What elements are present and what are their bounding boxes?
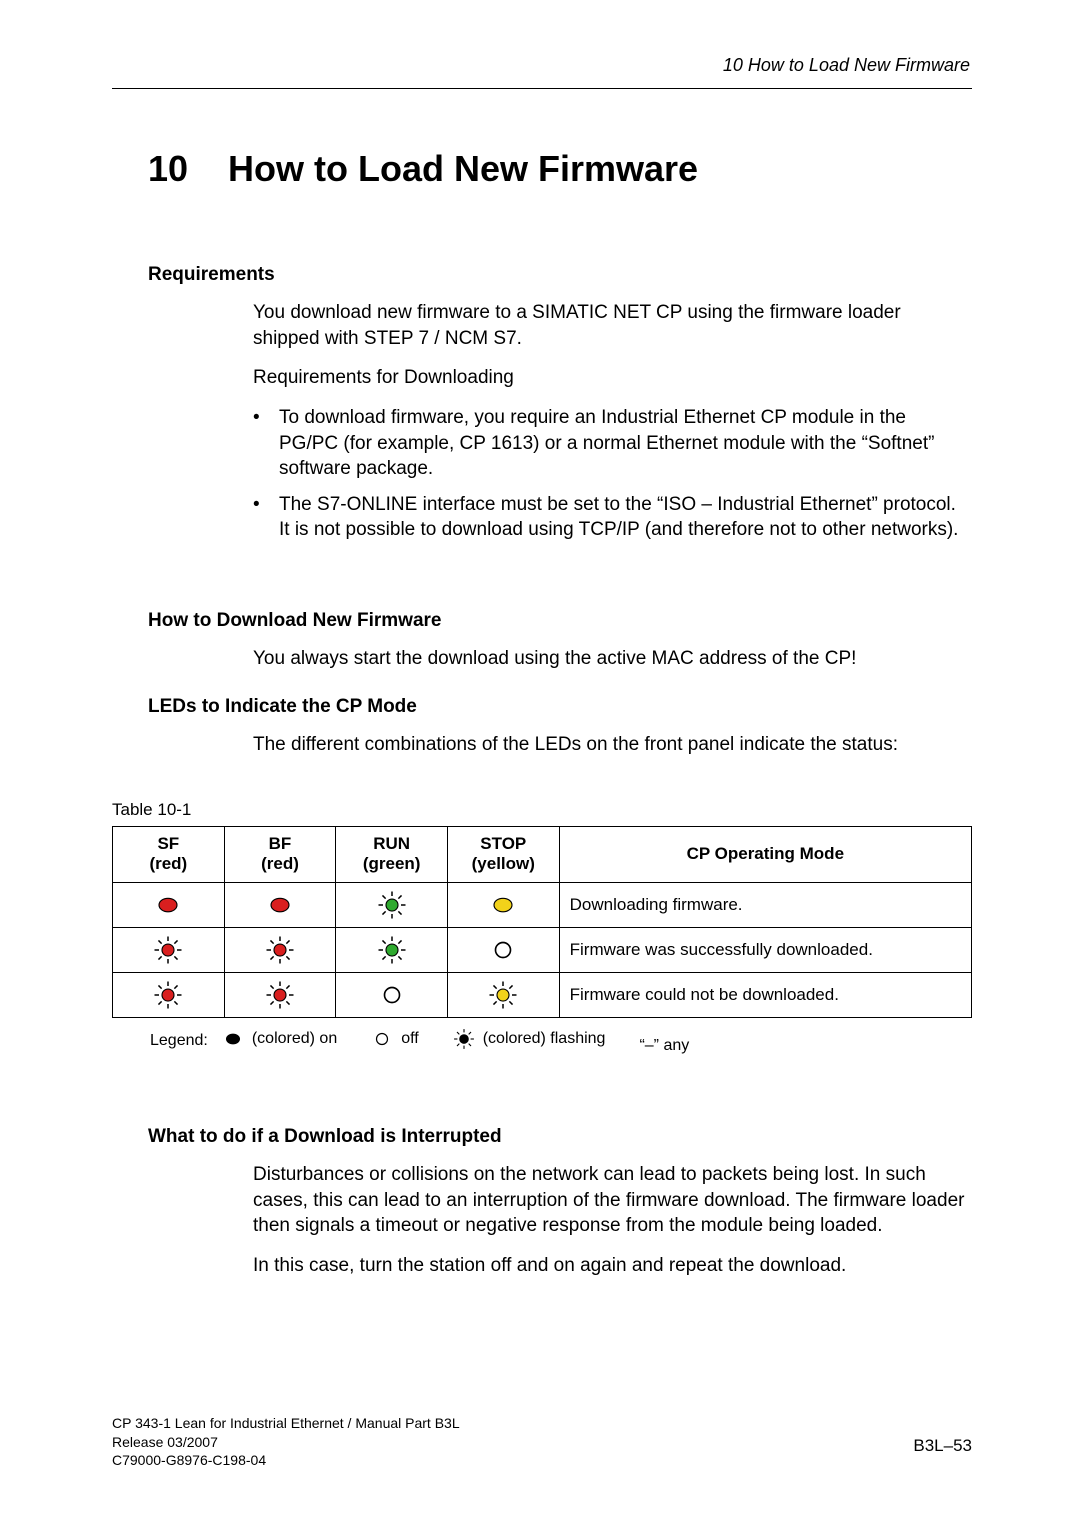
led-cell <box>113 927 225 972</box>
heading-whattodo: What to do if a Download is Interrupted <box>148 1126 970 1148</box>
led-cell <box>447 927 559 972</box>
legend-item: (colored) flashing <box>453 1028 606 1050</box>
th-bf: BF(red) <box>224 827 336 883</box>
led-flash-icon <box>265 935 295 965</box>
led-on-icon <box>488 890 518 920</box>
led-cell <box>224 927 336 972</box>
requirements-p2: Requirements for Downloading <box>253 365 970 391</box>
led-off-icon <box>371 1028 393 1050</box>
table-row: Firmware could not be downloaded. <box>113 972 972 1017</box>
header-rule <box>112 88 972 89</box>
requirements-bullet: To download firmware, you require an Ind… <box>253 405 970 482</box>
led-flash-icon <box>453 1028 475 1050</box>
requirements-p1: You download new firmware to a SIMATIC N… <box>253 300 970 351</box>
mode-desc: Firmware could not be downloaded. <box>559 972 971 1017</box>
led-on-icon <box>153 890 183 920</box>
footer-line3: C79000-G8976-C198-04 <box>112 1451 972 1469</box>
running-head: 10 How to Load New Firmware <box>723 55 970 76</box>
led-flash-icon <box>488 980 518 1010</box>
led-cell <box>336 927 448 972</box>
section-requirements: Requirements You download new firmware t… <box>148 264 970 555</box>
led-flash-icon <box>377 890 407 920</box>
howto-p1: You always start the download using the … <box>253 646 970 672</box>
led-off-icon <box>377 980 407 1010</box>
heading-howto: How to Download New Firmware <box>148 610 970 632</box>
chapter-title: 10How to Load New Firmware <box>148 148 698 190</box>
table-row: Downloading firmware. <box>113 882 972 927</box>
led-cell <box>113 972 225 1017</box>
legend-item: (colored) on <box>222 1028 337 1050</box>
th-mode: CP Operating Mode <box>559 827 971 883</box>
led-flash-icon <box>153 980 183 1010</box>
section-leds: LEDs to Indicate the CP Mode The differe… <box>148 696 970 772</box>
led-cell <box>113 882 225 927</box>
footer-pagenum: B3L–53 <box>913 1435 972 1457</box>
led-table-block: Table 10-1 SF(red) BF(red) RUN(green) ST… <box>112 800 972 1055</box>
led-table: SF(red) BF(red) RUN(green) STOP(yellow) … <box>112 826 972 1018</box>
chapter-number: 10 <box>148 148 228 190</box>
mode-desc: Firmware was successfully downloaded. <box>559 927 971 972</box>
led-cell <box>336 972 448 1017</box>
led-cell <box>447 882 559 927</box>
led-flash-icon <box>153 935 183 965</box>
chapter-title-text: How to Load New Firmware <box>228 148 698 189</box>
table-legend: Legend: (colored) on off (colored) flashin… <box>112 1028 972 1055</box>
footer-line1: CP 343-1 Lean for Industrial Ethernet / … <box>112 1414 972 1432</box>
table-caption: Table 10-1 <box>112 800 972 820</box>
heading-requirements: Requirements <box>148 264 970 286</box>
whattodo-p2: In this case, turn the station off and o… <box>253 1253 970 1279</box>
whattodo-p1: Disturbances or collisions on the networ… <box>253 1162 970 1239</box>
section-whattodo: What to do if a Download is Interrupted … <box>148 1126 970 1293</box>
th-run: RUN(green) <box>336 827 448 883</box>
table-header-row: SF(red) BF(red) RUN(green) STOP(yellow) … <box>113 827 972 883</box>
led-on-icon <box>222 1028 244 1050</box>
led-cell <box>447 972 559 1017</box>
th-stop: STOP(yellow) <box>447 827 559 883</box>
legend-label: Legend: <box>150 1032 208 1050</box>
led-flash-icon <box>377 935 407 965</box>
section-howto: How to Download New Firmware You always … <box>148 610 970 686</box>
requirements-bullet: The S7-ONLINE interface must be set to t… <box>253 492 970 543</box>
led-flash-icon <box>265 980 295 1010</box>
mode-desc: Downloading firmware. <box>559 882 971 927</box>
led-cell <box>336 882 448 927</box>
heading-leds: LEDs to Indicate the CP Mode <box>148 696 970 718</box>
led-on-icon <box>265 890 295 920</box>
footer-line2: Release 03/2007 <box>112 1433 972 1451</box>
page-footer: CP 343-1 Lean for Industrial Ethernet / … <box>112 1414 972 1469</box>
leds-p1: The different combinations of the LEDs o… <box>253 732 970 758</box>
legend-item: “–” any <box>639 1037 689 1055</box>
led-off-icon <box>488 935 518 965</box>
requirements-bullets: To download firmware, you require an Ind… <box>253 405 970 543</box>
led-cell <box>224 882 336 927</box>
legend-item: off <box>371 1028 419 1050</box>
table-row: Firmware was successfully downloaded. <box>113 927 972 972</box>
th-sf: SF(red) <box>113 827 225 883</box>
led-cell <box>224 972 336 1017</box>
